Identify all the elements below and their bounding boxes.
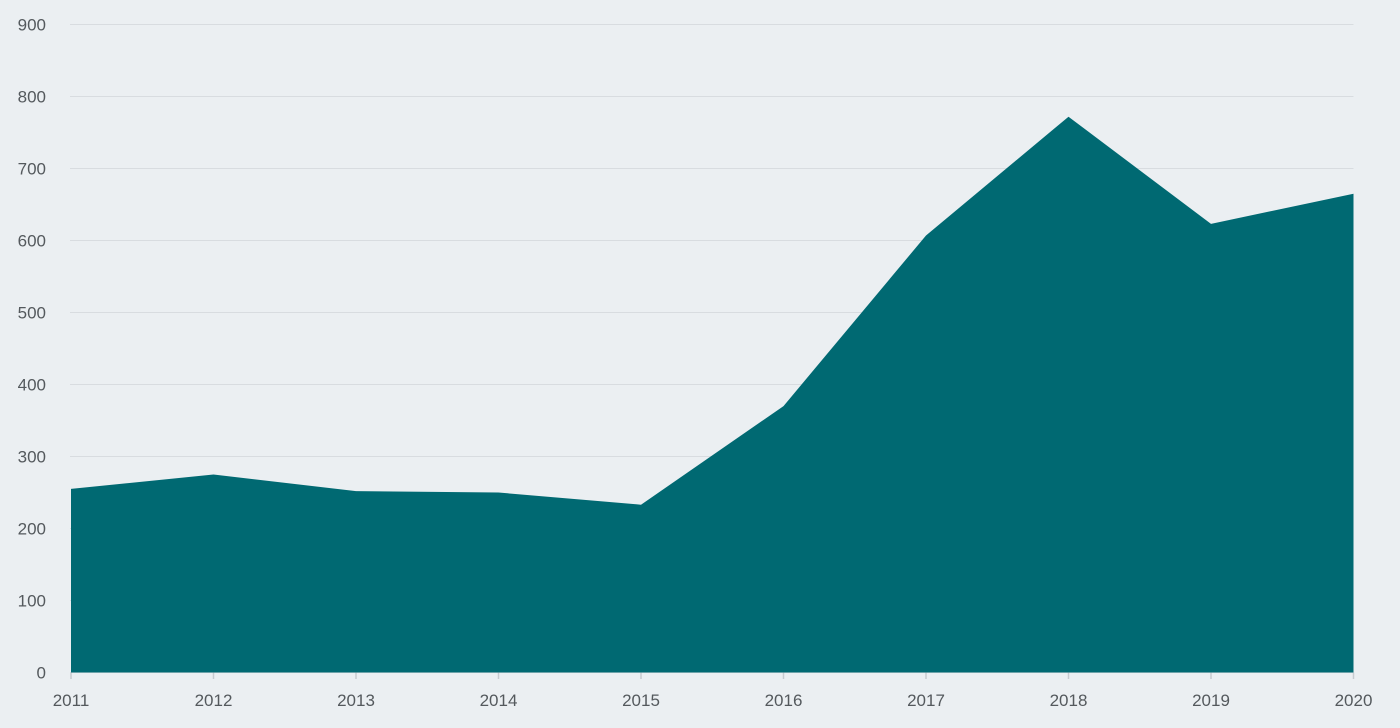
x-axis-label: 2011 — [53, 691, 90, 710]
y-axis-label: 100 — [18, 592, 46, 611]
x-axis-label: 2019 — [1192, 691, 1230, 710]
x-axis-label: 2014 — [480, 691, 518, 710]
x-axis-label: 2015 — [622, 691, 660, 710]
area-series-shape — [71, 116, 1354, 673]
y-axis-label: 900 — [18, 16, 46, 35]
x-axis-ticks — [70, 672, 1355, 679]
area-series — [71, 116, 1354, 673]
y-axis-label: 800 — [18, 88, 46, 107]
x-axis-label: 2020 — [1335, 691, 1373, 710]
x-axis-label: 2016 — [765, 691, 803, 710]
x-axis-label: 2012 — [195, 691, 233, 710]
y-axis-label: 400 — [18, 376, 46, 395]
x-axis-label: 2017 — [907, 691, 945, 710]
y-axis-label: 300 — [18, 448, 46, 467]
y-axis-label: 700 — [18, 160, 46, 179]
y-axis-label: 0 — [37, 664, 46, 683]
x-axis-label: 2018 — [1050, 691, 1088, 710]
x-axis-labels: 2011 2012 2013 2014 2015 2016 2017 2018 2019 2020 — [53, 691, 1373, 710]
y-axis-label: 500 — [18, 304, 46, 323]
y-axis-label: 600 — [18, 232, 46, 251]
x-axis-label: 2013 — [337, 691, 375, 710]
y-axis-label: 200 — [18, 520, 46, 539]
y-axis-labels: 0 100 200 300 400 500 600 700 800 900 — [18, 16, 46, 683]
